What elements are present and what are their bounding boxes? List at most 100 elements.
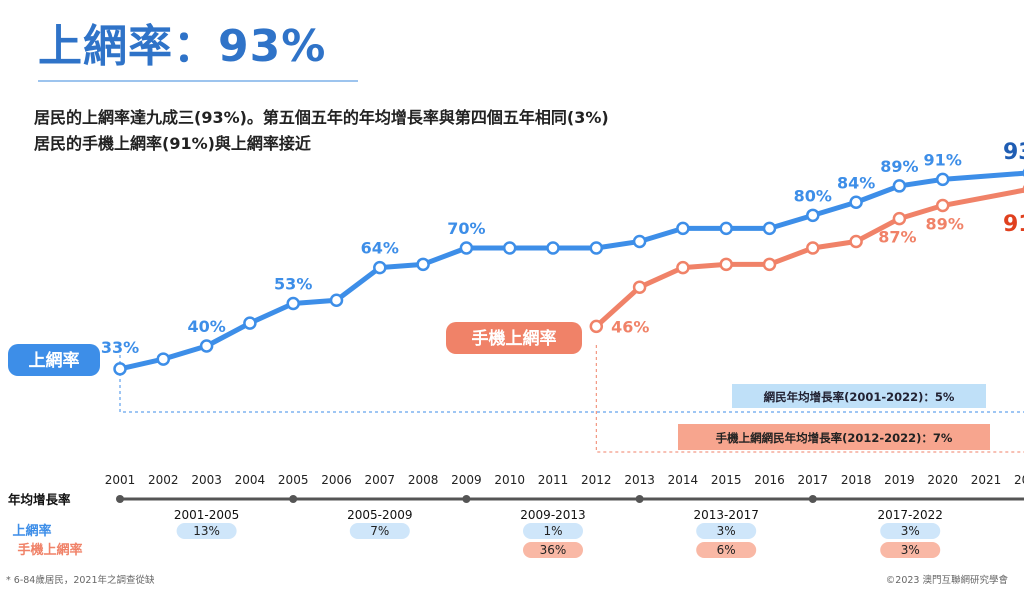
x-tick-2011: 2011: [538, 473, 569, 487]
internet-point-2019: [892, 179, 907, 193]
mobile-growth-text: 手機上網網民年均增長率(2012-2022)：7%: [716, 431, 953, 445]
x-tick-2009: 2009: [451, 473, 482, 487]
x-tick-2014: 2014: [668, 473, 699, 487]
x-tick-2001: 2001: [105, 473, 136, 487]
internet-label-2007: 64%: [361, 239, 399, 258]
growth-internet-pill-2009-2013: [523, 523, 583, 539]
growth-internet-value-2009-2013: 1%: [543, 524, 562, 538]
internet-point-2009: [459, 241, 474, 255]
mobile-label-2019: 87%: [878, 228, 916, 247]
internet-point-2008: [416, 257, 430, 272]
mobile-point-2019: [892, 211, 907, 226]
growth-mobile-value-2013-2017: 6%: [717, 543, 736, 557]
growth-internet-value-2017-2022: 3%: [901, 524, 920, 538]
x-tick-2002: 2002: [148, 473, 179, 487]
page-title: 上網率：93%: [38, 21, 327, 72]
growth-mobile-value-2017-2022: 3%: [901, 543, 920, 557]
growth-period-2013-2017: 2013-2017: [693, 508, 758, 522]
mobile-point-2015: [719, 257, 733, 272]
growth-internet-pill-2005-2009: [349, 523, 410, 539]
internet-label-2009: 70%: [447, 219, 485, 238]
internet-point-2013: [632, 234, 647, 249]
growth-internet-pill-2001-2005: [176, 523, 237, 539]
internet-series-name: 上網率: [29, 350, 80, 371]
x-tick-2019: 2019: [884, 473, 915, 487]
internet-label-2005: 53%: [274, 275, 312, 294]
growth-axis-dot-2013: [635, 495, 644, 503]
growth-internet-value-2013-2017: 3%: [717, 524, 736, 538]
growth-label-internet: 上網率: [12, 523, 51, 539]
growth-axis-dot-2017: [808, 495, 817, 503]
mobile-point-2018: [849, 234, 863, 249]
growth-axis-dot-2009: [462, 495, 471, 503]
internet-point-2005: [286, 296, 300, 311]
x-tick-2010: 2010: [494, 473, 525, 487]
growth-period-2001-2005: 2001-2005: [174, 508, 239, 522]
mobile-guide-line: [595, 345, 1024, 453]
mobile-growth-box: [678, 424, 990, 450]
mobile-point-2013: [632, 280, 647, 294]
growth-period-2017-2022: 2017-2022: [878, 508, 943, 522]
x-tick-2006: 2006: [321, 473, 352, 487]
internet-label-2003: 40%: [187, 317, 225, 336]
subtitle-line-2: 居民的手機上網率(91%)與上網率接近: [34, 134, 311, 153]
growth-mobile-pill-2009-2013: [523, 542, 583, 558]
internet-label-2018: 84%: [837, 173, 875, 192]
growth-axis-dot-2001: [116, 495, 124, 503]
internet-label-2017: 80%: [794, 186, 832, 205]
growth-mobile-pill-2017-2022: [880, 542, 941, 558]
internet-point-2020: [935, 172, 950, 187]
mobile-label-2022: 91%: [1003, 212, 1024, 237]
x-tick-2021: 2021: [971, 473, 1002, 487]
x-tick-2004: 2004: [235, 473, 266, 487]
internet-series-pill: [8, 344, 100, 376]
internet-point-2006: [329, 293, 344, 308]
growth-row-header: 年均增長率: [8, 492, 71, 507]
mobile-point-2014: [676, 260, 690, 275]
internet-point-2012: [589, 241, 604, 255]
growth-period-2009-2013: 2009-2013: [520, 508, 585, 522]
internet-point-2003: [199, 339, 214, 353]
internet-growth-box: [732, 384, 986, 408]
internet-label-2019: 89%: [880, 157, 918, 176]
x-tick-2005: 2005: [278, 473, 309, 487]
x-tick-2013: 2013: [624, 473, 655, 487]
growth-internet-value-2005-2009: 7%: [370, 524, 389, 538]
subtitle-line-1: 居民的上網率達九成三(93%)。第五個五年的年均增長率與第四個五年相同(3%): [34, 108, 609, 127]
internet-point-2018: [849, 195, 863, 210]
internet-label-2022: 93%: [1003, 140, 1024, 165]
internet-point-2001: [113, 362, 127, 376]
growth-label-mobile: 手機上網率: [17, 542, 82, 558]
internet-point-2016: [762, 221, 777, 236]
internet-point-2004: [243, 316, 257, 330]
mobile-series-name: 手機上網率: [472, 328, 557, 349]
growth-internet-pill-2017-2022: [880, 523, 941, 539]
mobile-point-2020: [935, 198, 950, 213]
growth-internet-value-2001-2005: 13%: [193, 524, 220, 538]
footnote-left: * 6-84歲居民，2021年之調查從缺: [6, 575, 155, 586]
growth-internet-pill-2013-2017: [696, 523, 757, 539]
internet-point-2014: [676, 221, 690, 236]
mobile-point-2012: [589, 319, 604, 334]
x-tick-2007: 2007: [365, 473, 396, 487]
internet-point-2002: [156, 352, 171, 366]
internet-point-2011: [546, 241, 560, 255]
x-tick-2015: 2015: [711, 473, 742, 487]
internet-point-2010: [502, 241, 517, 255]
internet-growth-text: 網民年均增長率(2001-2022)：5%: [764, 390, 955, 404]
x-tick-2003: 2003: [191, 473, 222, 487]
x-tick-2016: 2016: [754, 473, 785, 487]
x-tick-2017: 2017: [798, 473, 829, 487]
internet-point-2007: [373, 260, 387, 275]
mobile-series-pill: [446, 322, 582, 354]
x-tick-2008: 2008: [408, 473, 439, 487]
growth-axis-dot-2005: [289, 495, 298, 503]
internet-point-2015: [719, 221, 733, 236]
growth-period-2005-2009: 2005-2009: [347, 508, 412, 522]
x-tick-2018: 2018: [841, 473, 872, 487]
growth-mobile-value-2009-2013: 36%: [540, 543, 567, 557]
mobile-point-2016: [762, 257, 777, 272]
x-tick-2012: 2012: [581, 473, 612, 487]
x-tick-2022: 2022: [1014, 473, 1024, 487]
title-underline: [38, 80, 358, 82]
